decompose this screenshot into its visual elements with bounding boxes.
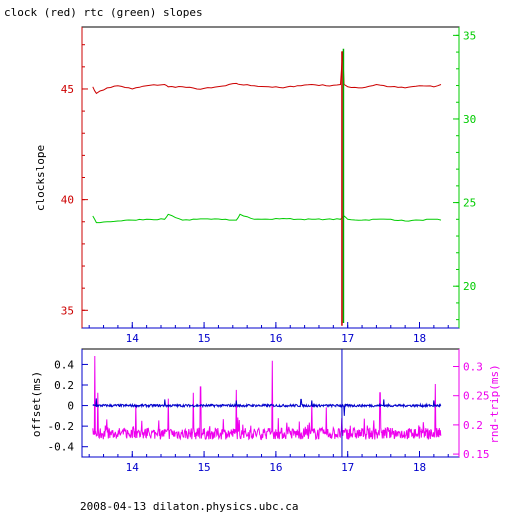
offset-xtick-label: 17 <box>341 461 354 474</box>
offset-ytick-label: -0.4 <box>48 441 75 454</box>
slopes-rtick-label: 30 <box>463 113 476 126</box>
slopes-ytick-label: 35 <box>61 304 74 317</box>
slopes-ylabel: clockslope <box>34 145 47 211</box>
slopes-xtick-label: 18 <box>413 332 426 345</box>
slopes-panel: 14 15 16 17 18 35 40 45 20 25 30 35 clockslope <box>34 26 476 345</box>
rndtrip-tick-label: 0.3 <box>463 361 483 374</box>
slopes-rtick-label: 25 <box>463 197 476 210</box>
slopes-xtick-label: 17 <box>341 332 354 345</box>
slopes-xtick-label: 16 <box>269 332 282 345</box>
slopes-xtick-label: 15 <box>197 332 210 345</box>
rndtrip-series <box>92 355 442 441</box>
slopes-ytick-label: 40 <box>61 194 74 207</box>
rndtrip-tick-label: 0.15 <box>463 448 490 461</box>
offset-xtick-label: 14 <box>126 461 140 474</box>
offset-xtick-label: 16 <box>269 461 282 474</box>
chart-title: clock (red) rtc (green) slopes <box>4 6 203 19</box>
offset-ytick-label: 0.4 <box>54 358 74 371</box>
offset-ytick-label: 0.2 <box>54 379 74 392</box>
slopes-xtick-label: 14 <box>126 332 140 345</box>
offset-series <box>92 398 442 416</box>
rndtrip-tick-label: 0.25 <box>463 390 490 403</box>
footer-text: 2008-04-13 dilaton.physics.ubc.ca <box>80 500 299 512</box>
slopes-rtick-label: 35 <box>463 29 476 42</box>
offset-ylabel: offset(ms) <box>30 371 43 437</box>
offset-ytick-label: 0 <box>67 400 74 413</box>
slopes-rtick-label: 20 <box>463 280 476 293</box>
rndtrip-tick-label: 0.2 <box>463 419 483 432</box>
slopes-series-0 <box>92 51 442 95</box>
slopes-ytick-label: 45 <box>61 83 74 96</box>
offset-xtick-label: 15 <box>197 461 210 474</box>
offset-ytick-label: -0.2 <box>48 420 75 433</box>
offset-panel: 14 15 16 17 18-0.4-0.200.20.40.150.20.250.3 … <box>30 348 501 474</box>
offset-xtick-label: 18 <box>413 461 426 474</box>
slopes-series-1 <box>92 213 442 224</box>
rndtrip-ylabel: rnd-trip(ms) <box>488 364 501 443</box>
